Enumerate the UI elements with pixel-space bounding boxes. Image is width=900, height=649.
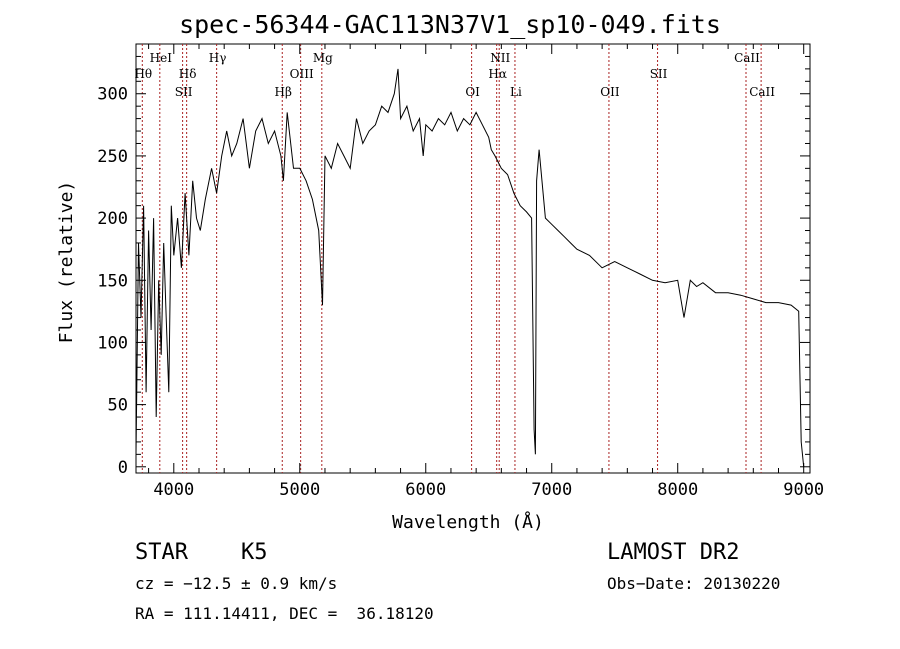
- spectral-line-label: SII: [650, 67, 668, 81]
- spectral-line-label: Li: [510, 85, 522, 99]
- y-tick-label: 50: [108, 396, 128, 416]
- spectral-line-label: Hθ: [134, 67, 152, 81]
- x-tick-label: 5000: [279, 480, 320, 500]
- spectral-line-label: OII: [600, 85, 620, 99]
- spectral-line-label: OI: [465, 85, 480, 99]
- redshift-velocity: cz = −12.5 ± 0.9 km/s: [135, 574, 338, 593]
- x-tick-label: 4000: [153, 480, 194, 500]
- plot-frame: [135, 43, 811, 474]
- x-tick-label: 8000: [657, 480, 698, 500]
- spectral-line-label: Hα: [488, 67, 507, 81]
- y-tick-label: 100: [97, 333, 128, 353]
- coordinates: RA = 111.14411, DEC = 36.18120: [135, 604, 434, 623]
- y-tick-label: 300: [97, 85, 128, 105]
- y-axis-label: Flux (relative): [56, 181, 77, 344]
- y-tick-label: 0: [118, 458, 128, 478]
- x-axis-label: Wavelength (Å): [392, 511, 544, 533]
- axis-ticks: 4000 5000 6000 7000 8000 9000 0 50 100 150 200 250 3…: [97, 44, 824, 500]
- chart-title: spec-56344-GAC113N37V1_sp10-049.fits: [179, 10, 721, 39]
- spectral-line-label: CaII: [749, 85, 775, 99]
- spectral-line-label: SII: [175, 85, 193, 99]
- spectral-line-label: NII: [490, 51, 510, 65]
- spectral-line-label: Mg: [313, 51, 333, 65]
- spectrum-line: [135, 68, 805, 467]
- y-tick-label: 250: [97, 147, 128, 167]
- spectral-line-label: Hδ: [179, 67, 197, 81]
- spectral-line-label: HeI: [150, 51, 173, 65]
- spectral-line-label: Hβ: [275, 85, 292, 99]
- y-tick-label: 200: [97, 209, 128, 229]
- spectral-line-label: Hγ: [209, 51, 227, 65]
- y-tick-label: 150: [97, 271, 128, 291]
- spectral-line-label: CaII: [734, 51, 760, 65]
- line-markers: Hθ HeI SII Hδ Hγ Hβ OIII Mg OI Hα NII Li OII SII CaII C…: [134, 44, 775, 473]
- object-class: STAR K5: [135, 540, 268, 565]
- x-tick-label: 7000: [531, 480, 572, 500]
- x-tick-label: 9000: [783, 480, 824, 500]
- x-tick-label: 6000: [405, 480, 446, 500]
- observation-date: Obs−Date: 20130220: [607, 574, 781, 593]
- spectral-line-label: OIII: [290, 67, 314, 81]
- survey-name: LAMOST DR2: [607, 540, 740, 565]
